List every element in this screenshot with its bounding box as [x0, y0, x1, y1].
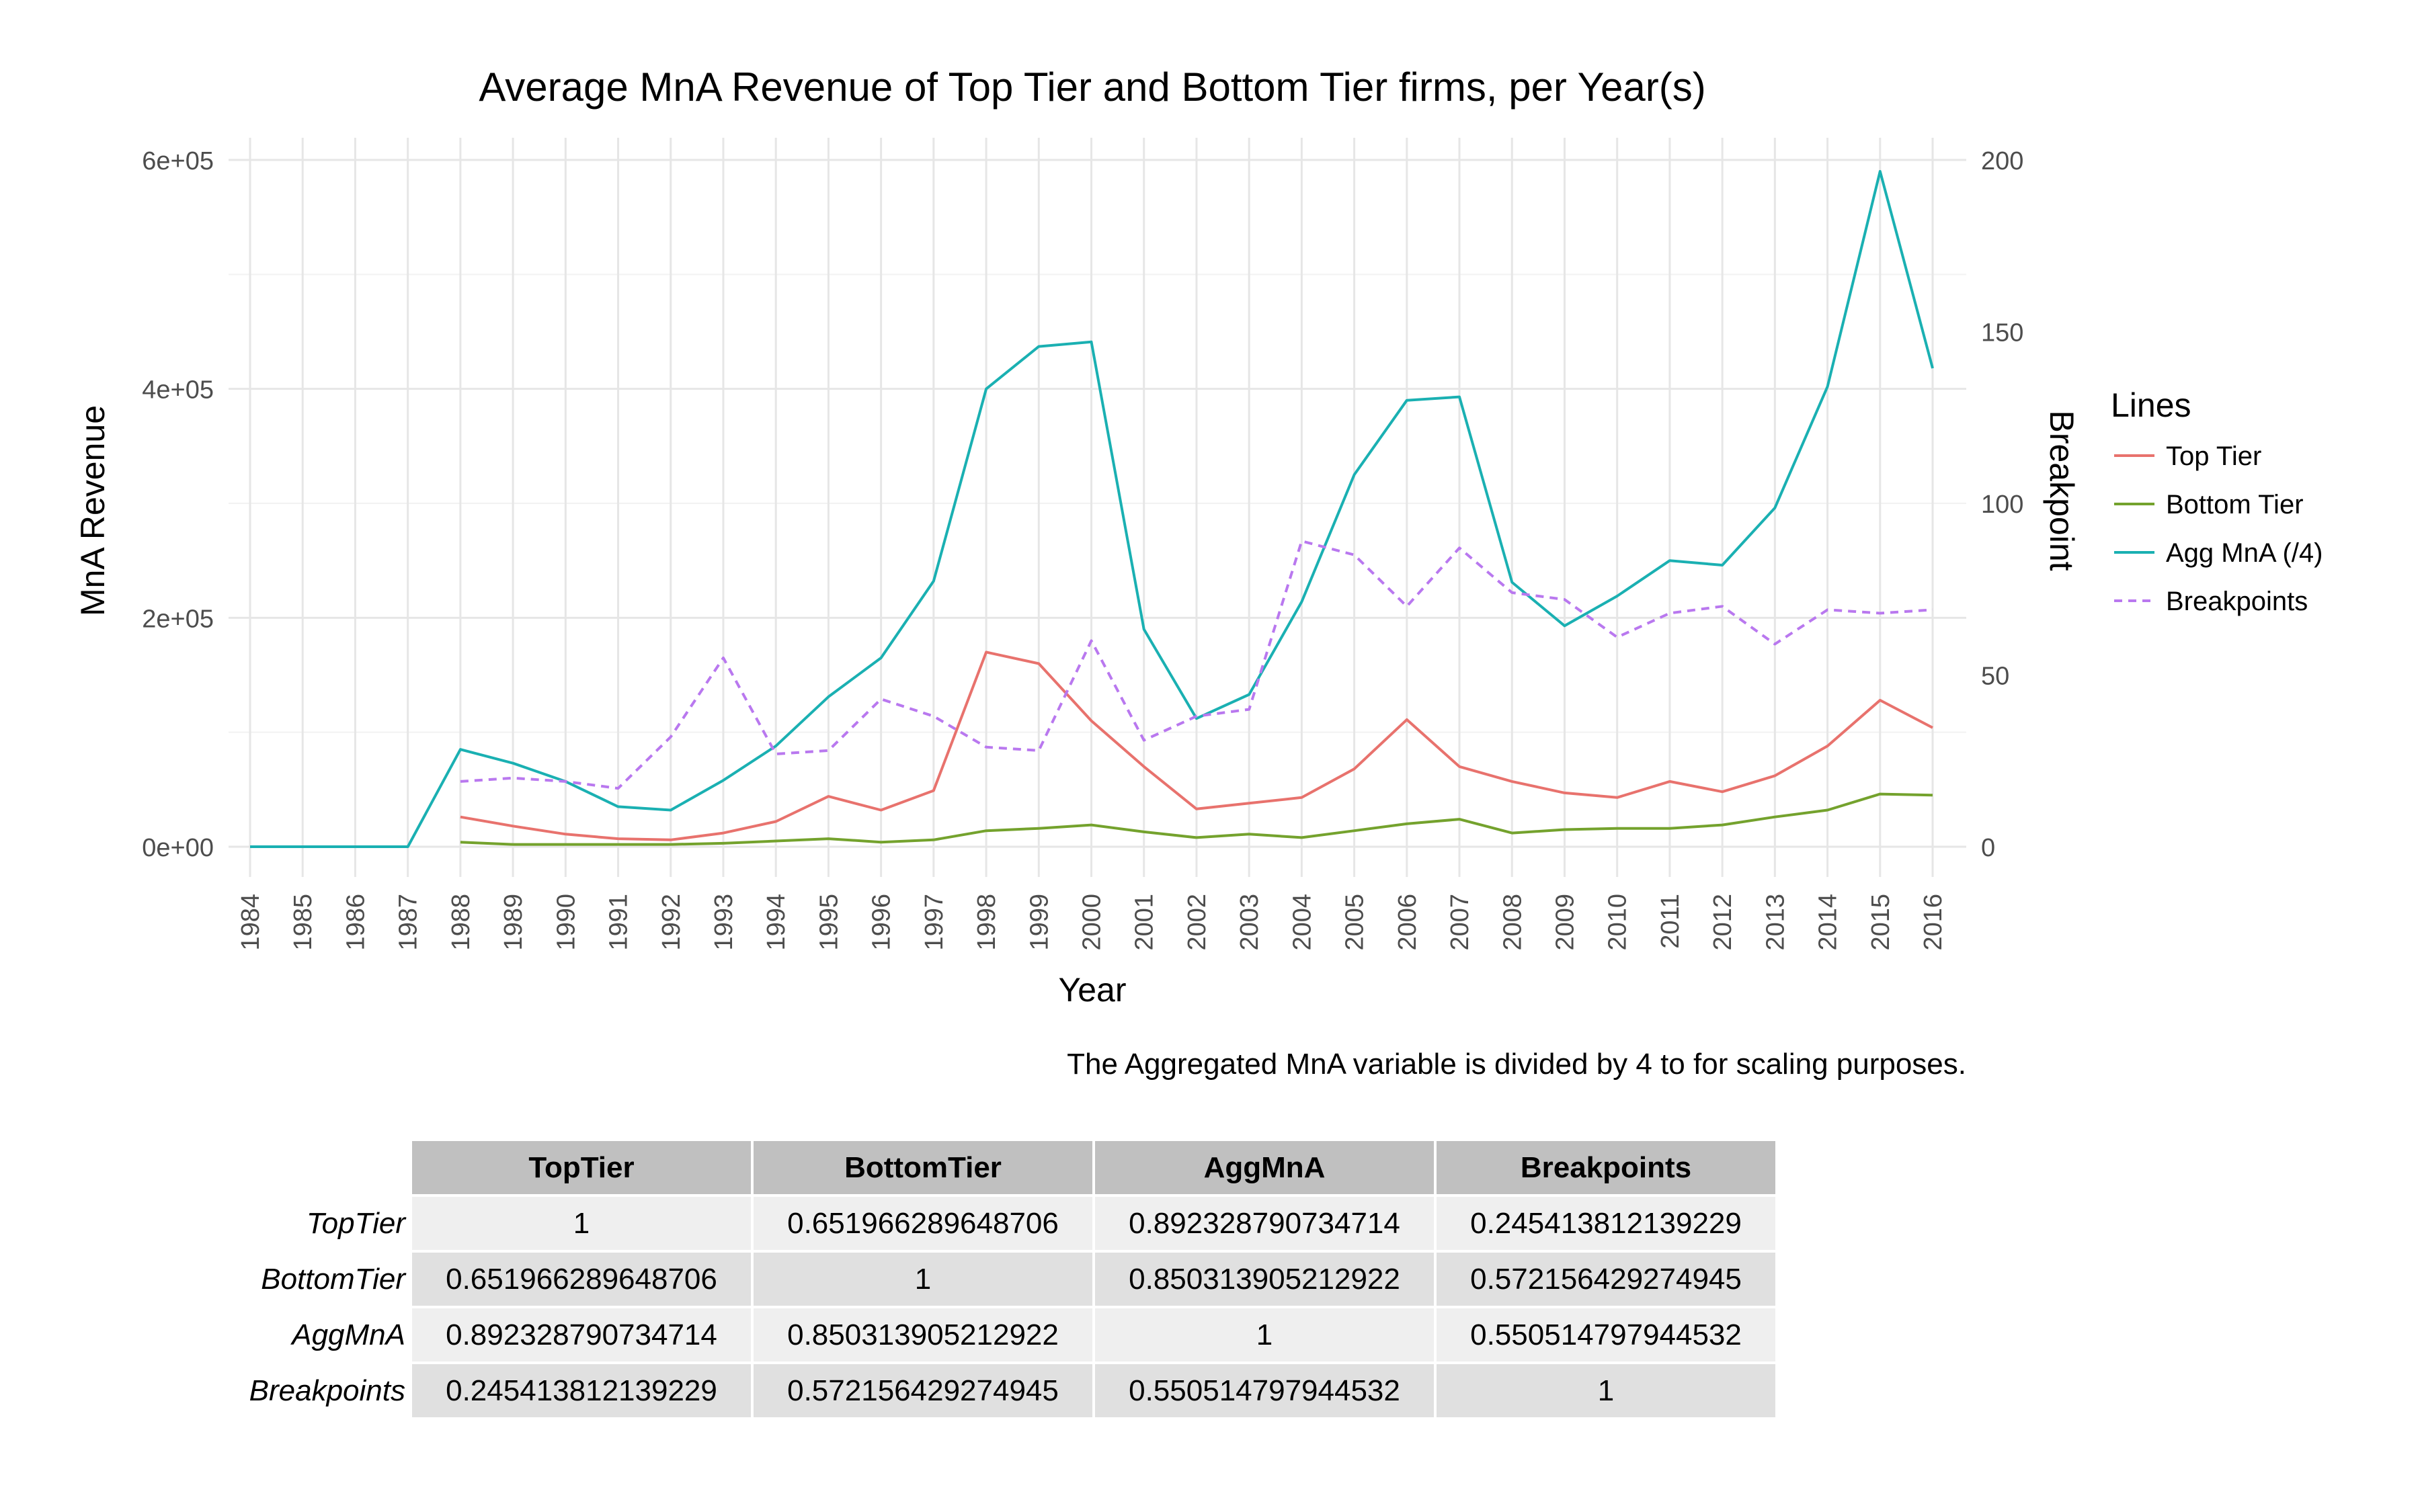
y2-tick-label: 50 — [1981, 663, 2009, 691]
x-tick-label: 1985 — [289, 894, 317, 951]
x-tick-label: 1996 — [868, 894, 896, 951]
y2-axis-label: Breakpoint — [2043, 410, 2081, 571]
column-header: BottomTier — [754, 1141, 1092, 1194]
x-tick-label: 1993 — [710, 894, 738, 951]
table-cell: 0.550514797944532 — [1095, 1364, 1434, 1417]
x-tick-label: 1997 — [920, 894, 949, 951]
x-tick-label: 2006 — [1394, 894, 1422, 951]
series-line-breakpoints — [460, 540, 1933, 790]
line-chart: Average MnA Revenue of Top Tier and Bott… — [74, 65, 2323, 1081]
column-header: AggMnA — [1095, 1141, 1434, 1194]
x-tick-label: 2005 — [1341, 894, 1369, 951]
x-tick-label: 1990 — [552, 894, 580, 951]
chart-caption: The Aggregated MnA variable is divided b… — [1067, 1048, 1966, 1081]
legend-label: Top Tier — [2166, 442, 2261, 471]
y-axis-ticks: 0e+00 2e+05 4e+05 6e+05 — [142, 147, 214, 862]
y-axis-label: MnA Revenue — [74, 405, 112, 616]
table-cell: 0.850313905212922 — [1095, 1253, 1434, 1306]
table-cell: 0.651966289648706 — [754, 1197, 1092, 1250]
chart-title: Average MnA Revenue of Top Tier and Bott… — [479, 65, 1705, 110]
column-header: TopTier — [412, 1141, 751, 1194]
x-tick-label: 1992 — [657, 894, 686, 951]
table-cell: 1 — [1095, 1308, 1434, 1361]
table-cell: 0.245413812139229 — [1437, 1197, 1775, 1250]
x-tick-label: 2004 — [1288, 894, 1316, 951]
y-tick-label: 2e+05 — [142, 605, 214, 633]
legend-title: Lines — [2111, 386, 2191, 424]
x-axis-ticks: 1984 1985 1986 1987 1988 1989 1990 1991 1992 1993… — [237, 894, 1947, 951]
row-header: Breakpoints — [249, 1374, 405, 1407]
y-tick-label: 0e+00 — [142, 834, 214, 862]
x-tick-label: 1989 — [499, 894, 528, 951]
y-tick-label: 4e+05 — [142, 376, 214, 405]
y2-axis-ticks: 0 50 100 150 200 — [1981, 147, 2023, 862]
y2-tick-label: 100 — [1981, 491, 2023, 519]
x-tick-label: 2010 — [1604, 894, 1632, 951]
row-header: AggMnA — [292, 1318, 405, 1351]
correlation-table: TopTier BottomTier AggMnA Breakpoints To… — [205, 1138, 1778, 1420]
chart-legend: Lines Top Tier Bottom Tier Agg MnA (/4) Bre… — [2111, 386, 2323, 616]
table-row: Breakpoints 0.245413812139229 0.57215642… — [208, 1364, 1775, 1417]
y2-tick-label: 150 — [1981, 319, 2023, 347]
table-cell: 0.245413812139229 — [412, 1364, 751, 1417]
table-header-row: TopTier BottomTier AggMnA Breakpoints — [208, 1141, 1775, 1194]
table-cell: 1 — [1437, 1364, 1775, 1417]
x-tick-label: 2002 — [1183, 894, 1211, 951]
x-tick-label: 2012 — [1709, 894, 1737, 951]
chart-grid — [229, 138, 1966, 877]
x-tick-label: 2007 — [1446, 894, 1474, 951]
x-tick-label: 1998 — [973, 894, 1001, 951]
x-tick-label: 2008 — [1498, 894, 1527, 951]
series-line-bottom-tier — [460, 792, 1933, 846]
table-cell: 0.651966289648706 — [412, 1253, 751, 1306]
table-corner — [208, 1141, 409, 1194]
x-tick-label: 2003 — [1236, 894, 1264, 951]
series-line-agg-mna-4 — [250, 170, 1934, 848]
table-row: AggMnA 0.892328790734714 0.8503139052129… — [208, 1308, 1775, 1361]
x-tick-label: 1986 — [341, 894, 370, 951]
x-tick-label: 1999 — [1025, 894, 1053, 951]
x-tick-label: 1991 — [605, 894, 633, 951]
x-tick-label: 2015 — [1867, 894, 1895, 951]
x-tick-label: 1995 — [815, 894, 843, 951]
chart-series — [250, 170, 1934, 848]
row-header: BottomTier — [261, 1262, 405, 1296]
y2-tick-label: 200 — [1981, 147, 2023, 175]
x-tick-label: 1984 — [237, 894, 265, 951]
x-tick-label: 1988 — [447, 894, 475, 951]
legend-label: Breakpoints — [2166, 587, 2308, 616]
legend-label: Agg MnA (/4) — [2166, 538, 2323, 568]
x-tick-label: 1987 — [395, 894, 423, 951]
table-cell: 0.572156429274945 — [1437, 1253, 1775, 1306]
x-tick-label: 2014 — [1814, 894, 1843, 951]
table-cell: 0.550514797944532 — [1437, 1308, 1775, 1361]
x-axis-label: Year — [1058, 971, 1126, 1009]
table-row: BottomTier 0.651966289648706 1 0.8503139… — [208, 1253, 1775, 1306]
x-tick-label: 1994 — [762, 894, 791, 951]
x-tick-label: 2000 — [1078, 894, 1106, 951]
table-cell: 0.850313905212922 — [754, 1308, 1092, 1361]
x-tick-label: 2013 — [1761, 894, 1789, 951]
table-cell: 1 — [412, 1197, 751, 1250]
table-row: TopTier 1 0.651966289648706 0.8923287907… — [208, 1197, 1775, 1250]
series-line-top-tier — [460, 650, 1933, 841]
row-header: TopTier — [306, 1206, 405, 1240]
table-cell: 0.892328790734714 — [412, 1308, 751, 1361]
column-header: Breakpoints — [1437, 1141, 1775, 1194]
x-tick-label: 2001 — [1131, 894, 1159, 951]
x-tick-label: 2011 — [1656, 894, 1685, 949]
table-cell: 0.572156429274945 — [754, 1364, 1092, 1417]
y2-tick-label: 0 — [1981, 834, 1995, 862]
legend-label: Bottom Tier — [2166, 490, 2304, 519]
x-tick-label: 2016 — [1919, 894, 1947, 951]
x-tick-label: 2009 — [1551, 894, 1579, 951]
table-cell: 0.892328790734714 — [1095, 1197, 1434, 1250]
y-tick-label: 6e+05 — [142, 147, 214, 175]
table-cell: 1 — [754, 1253, 1092, 1306]
